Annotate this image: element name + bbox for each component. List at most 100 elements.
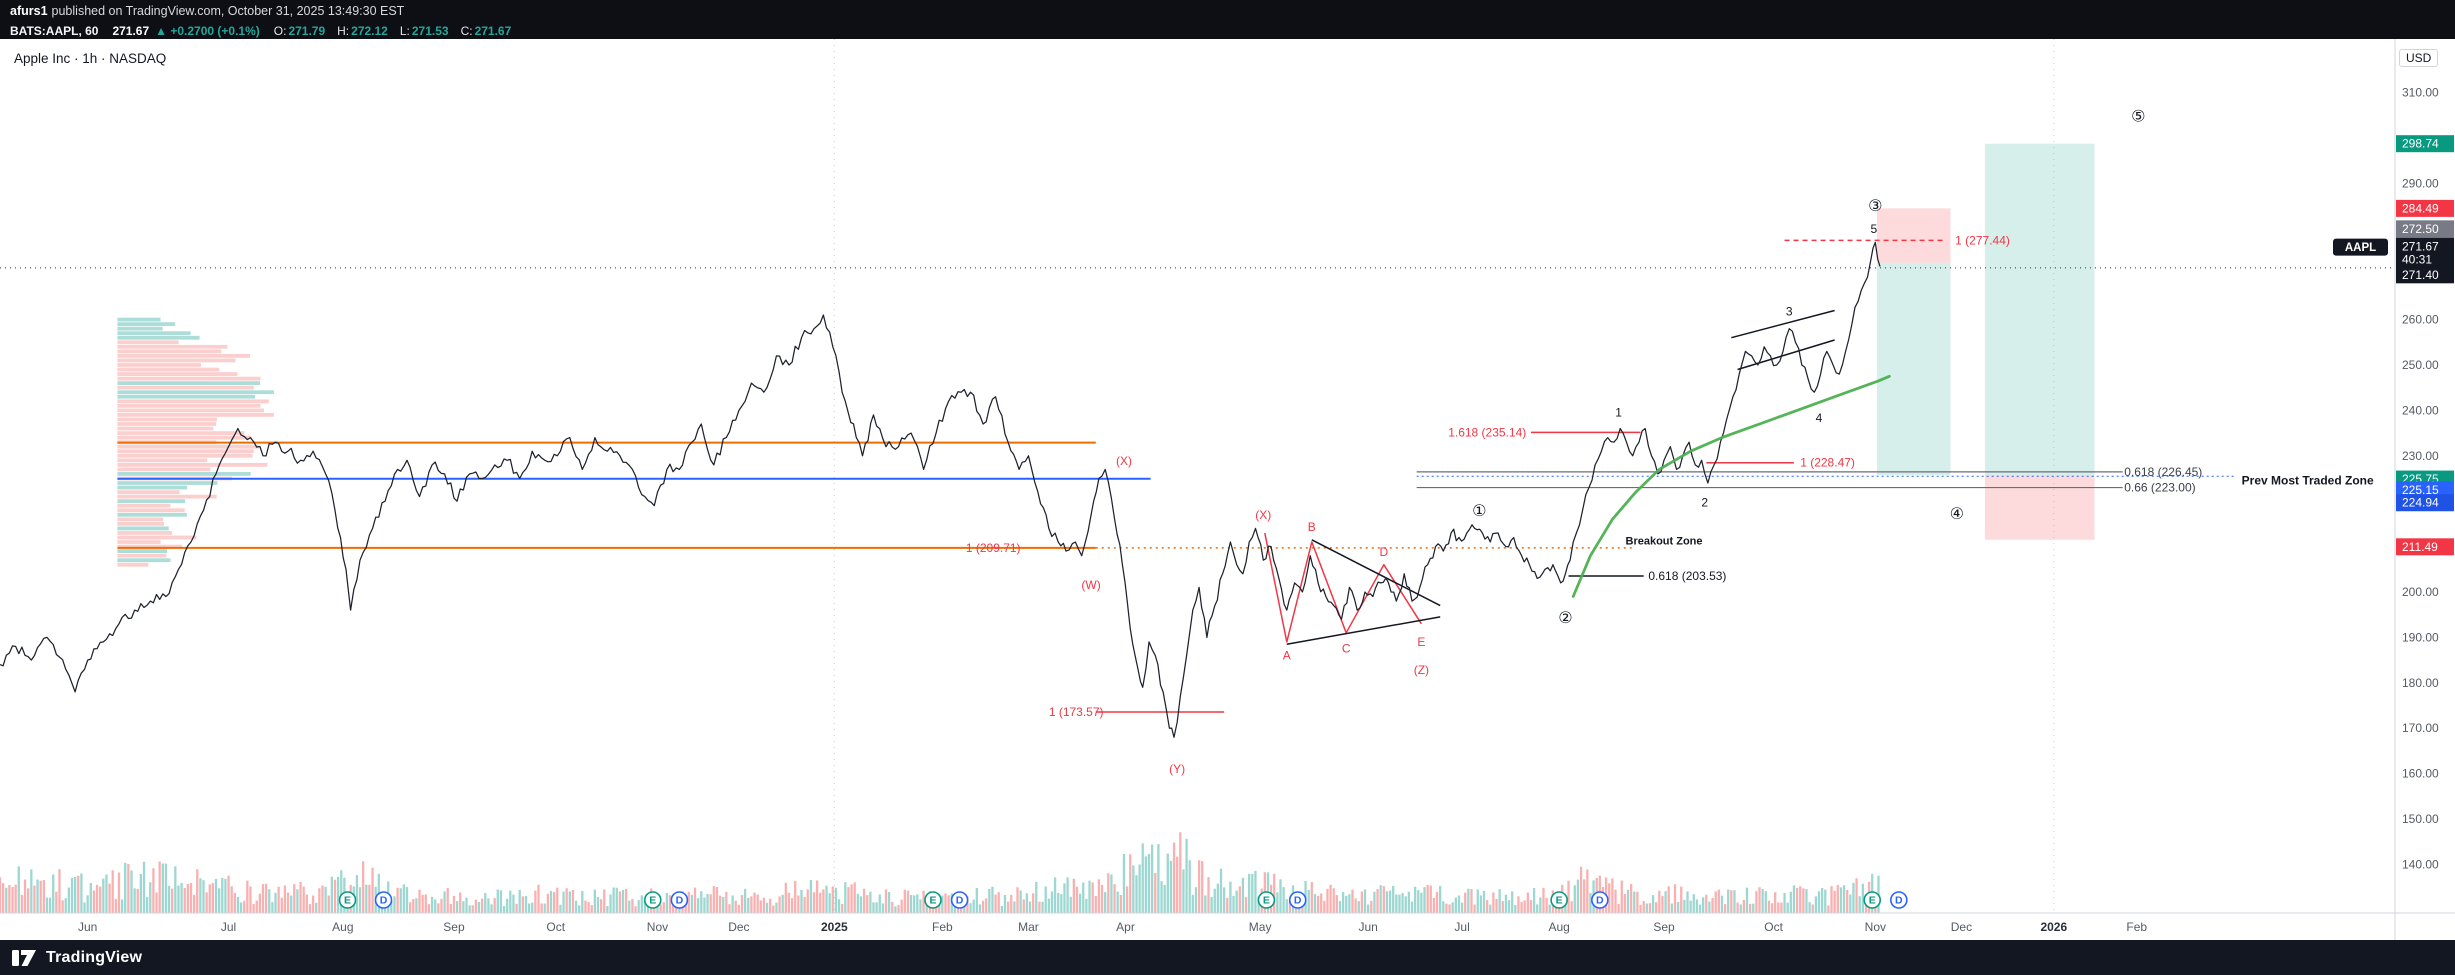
- volume-bar: [518, 889, 521, 913]
- volume-profile-row: [117, 413, 274, 417]
- volume-bar: [1767, 900, 1771, 913]
- volume-bar: [205, 892, 208, 913]
- volume-bar: [1141, 843, 1144, 913]
- price-chart-canvas[interactable]: 1 (209.71) 1 (173.57) 1.618 (235.14) 1 (228…: [0, 39, 2455, 940]
- volume-bar: [963, 903, 966, 913]
- volume-bar: [718, 895, 722, 913]
- volume-bar: [706, 893, 709, 913]
- tradingview-logo[interactable]: [12, 947, 37, 969]
- volume-bar: [1313, 894, 1317, 913]
- trend-line: [1731, 309, 1835, 339]
- volume-bar: [762, 897, 766, 913]
- volume-bar: [1420, 892, 1423, 913]
- volume-bar: [477, 901, 481, 913]
- volume-profile-row: [117, 458, 208, 463]
- volume-bar: [17, 866, 20, 913]
- volume-bar: [459, 892, 462, 913]
- tradingview-wordmark[interactable]: TradingView: [46, 948, 143, 966]
- axis-price-badge: [2396, 220, 2454, 238]
- volume-bar: [618, 891, 622, 913]
- volume-bar: [1523, 900, 1526, 913]
- volume-bar: [290, 895, 293, 913]
- volume-bar: [978, 904, 982, 913]
- volume-bar: [581, 890, 584, 913]
- volume-bar: [869, 891, 872, 913]
- volume-bar: [815, 880, 819, 913]
- volume-bar: [1683, 899, 1686, 913]
- volume-bar: [731, 895, 734, 913]
- volume-bar: [1166, 853, 1169, 913]
- volume-bar: [1589, 893, 1592, 913]
- volume-bar: [1651, 895, 1655, 913]
- wave-label-Z: (Z): [1414, 663, 1429, 677]
- volume-bar: [803, 896, 806, 913]
- volume-bar: [1094, 895, 1097, 913]
- current-price-value: 271.67: [2402, 240, 2439, 254]
- short-stop-zone: [1876, 208, 1951, 263]
- volume-bar: [324, 886, 327, 913]
- volume-bar: [628, 900, 631, 913]
- volume-bar: [1097, 879, 1101, 913]
- volume-bar: [1545, 897, 1548, 913]
- volume-bar: [80, 873, 83, 913]
- volume-bar: [1454, 897, 1457, 913]
- volume-bar: [14, 884, 17, 913]
- volume-bar: [218, 888, 221, 913]
- volume-profile-row: [117, 372, 238, 376]
- volume-bar: [596, 897, 600, 913]
- volume-bar: [769, 898, 772, 913]
- volume-bar: [906, 890, 910, 913]
- volume-bar: [1579, 866, 1583, 913]
- volume-bar: [371, 867, 374, 913]
- price-tick: 260.00: [2402, 313, 2439, 327]
- volume-bar: [1201, 861, 1204, 913]
- volume-bar: [1789, 891, 1792, 913]
- volume-bar: [640, 895, 643, 913]
- volume-bar: [1357, 901, 1360, 913]
- volume-bar: [844, 882, 847, 913]
- volume-profile-row: [117, 526, 169, 531]
- wave-label-4: 4: [1816, 411, 1823, 425]
- volume-bar: [634, 906, 637, 913]
- wave-label-Y: (Y): [1169, 762, 1185, 776]
- volume-bar: [1354, 898, 1357, 913]
- volume-bar: [603, 889, 606, 913]
- volume-bar: [997, 892, 1000, 913]
- axis-price-badge-text: 225.15: [2402, 483, 2439, 497]
- volume-bar: [1705, 894, 1708, 913]
- dividend-marker: [1288, 891, 1307, 909]
- wave-circle-3: ③: [1868, 198, 1882, 215]
- price-layer: [0, 241, 1891, 738]
- volume-bar: [192, 894, 196, 913]
- volume-bar: [606, 906, 609, 913]
- volume-bar: [1507, 900, 1511, 913]
- long-target-zone: [1984, 143, 2095, 476]
- wave-label-2: 2: [1701, 496, 1708, 510]
- currency-toggle[interactable]: USD: [2399, 49, 2439, 67]
- volume-bar: [1022, 899, 1025, 913]
- dividend-marker: [1890, 891, 1908, 909]
- volume-bar: [61, 900, 64, 913]
- high-value: 272.12: [351, 23, 388, 38]
- volume-bar: [1382, 886, 1385, 913]
- volume-bar: [900, 899, 903, 913]
- symbol-interval-label: BATS:AAPL, 60: [10, 23, 99, 38]
- volume-bar: [1817, 891, 1821, 913]
- volume-bar: [747, 897, 750, 913]
- volume-bar: [1404, 896, 1407, 913]
- volume-bar: [1172, 842, 1176, 913]
- volume-profile-row: [117, 335, 200, 340]
- volume-bar: [196, 869, 199, 913]
- volume-bar: [1122, 853, 1126, 913]
- price-tick: 240.00: [2402, 403, 2439, 417]
- volume-bar: [1010, 894, 1013, 913]
- volume-bar: [693, 887, 697, 913]
- volume-bar: [52, 874, 55, 913]
- volume-profile-row: [117, 549, 168, 554]
- volume-bar: [1232, 895, 1235, 913]
- fib-label-209: 1 (209.71): [966, 541, 1021, 555]
- volume-bar: [621, 889, 625, 913]
- volume-bar: [280, 897, 283, 913]
- volume-bar: [446, 887, 449, 913]
- volume-bar: [1680, 886, 1683, 913]
